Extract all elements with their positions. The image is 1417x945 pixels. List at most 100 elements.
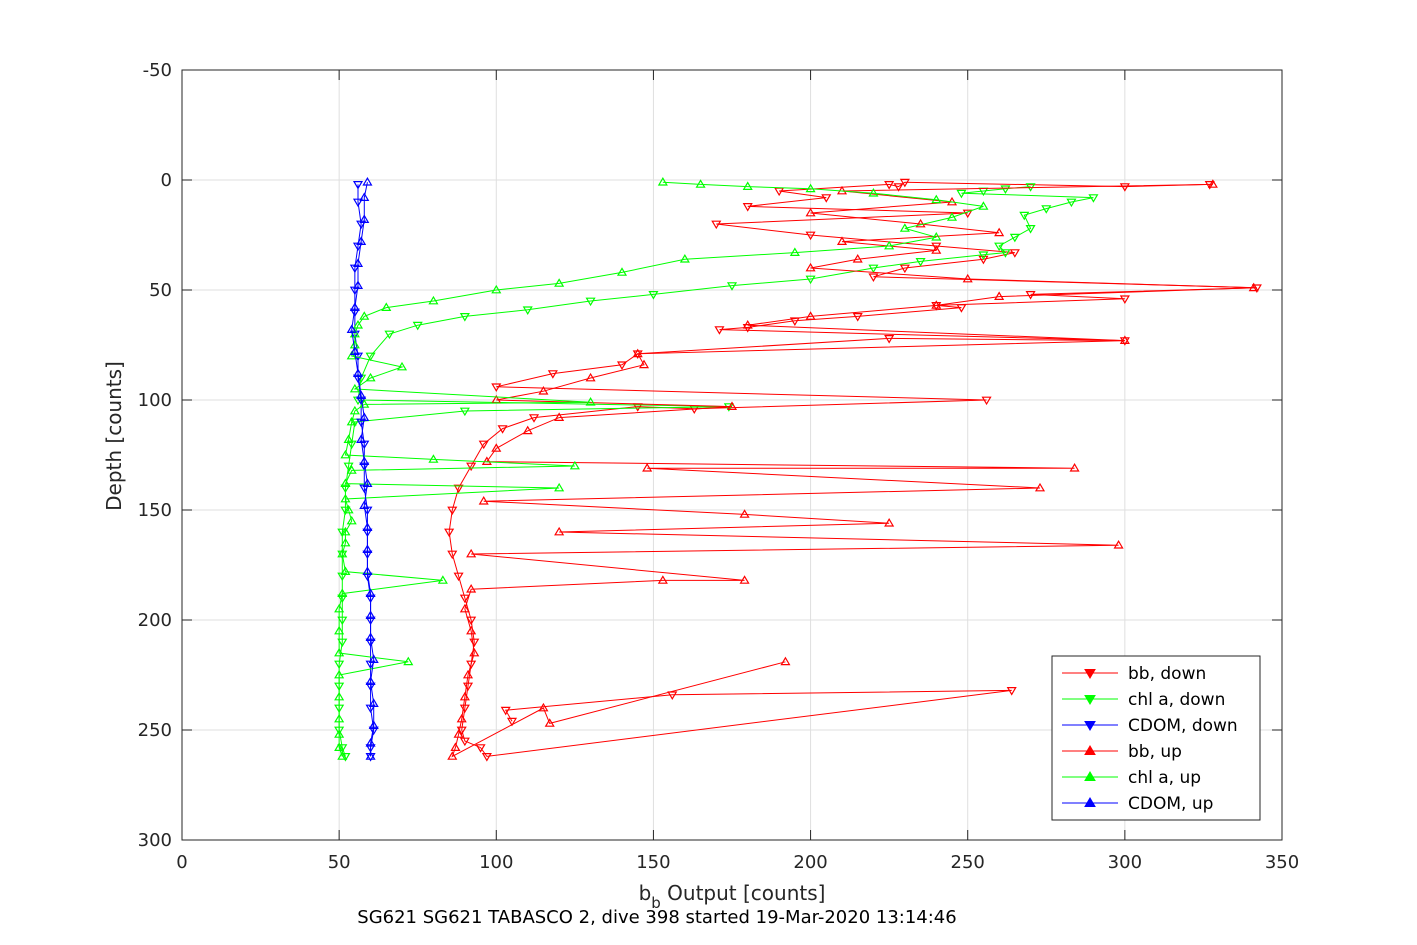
data-point <box>365 352 376 362</box>
data-point <box>931 245 942 254</box>
data-point <box>805 311 816 320</box>
y-tick-label: 300 <box>138 830 172 851</box>
data-point <box>466 660 477 670</box>
data-point <box>362 566 373 575</box>
data-point <box>346 515 357 525</box>
data-point <box>695 179 706 188</box>
data-point <box>384 330 395 340</box>
axes-box <box>181 69 1283 841</box>
data-point <box>356 390 367 399</box>
data-point <box>334 660 345 670</box>
legend-marker <box>1084 771 1096 781</box>
data-point <box>359 192 370 201</box>
data-point <box>365 372 376 382</box>
data-point <box>1006 687 1017 696</box>
data-point <box>899 223 910 232</box>
data-point <box>478 440 489 450</box>
data-point <box>667 691 678 700</box>
data-point <box>362 522 373 531</box>
data-point <box>362 478 373 487</box>
data-point <box>447 506 458 516</box>
data-point <box>343 462 354 472</box>
data-point <box>978 255 989 265</box>
data-point <box>447 751 458 760</box>
data-point <box>349 328 360 338</box>
data-point <box>403 656 414 666</box>
data-point <box>585 297 596 307</box>
data-point <box>352 198 364 208</box>
legend-box <box>1051 655 1261 821</box>
data-point <box>340 484 351 494</box>
data-point <box>884 335 895 344</box>
data-point <box>349 418 360 428</box>
data-point <box>362 177 373 186</box>
data-point <box>657 177 668 186</box>
data-point <box>1248 282 1259 292</box>
data-point <box>915 258 926 267</box>
data-point <box>346 416 357 426</box>
x-tick-label: 350 <box>1265 852 1299 873</box>
data-point <box>365 738 376 747</box>
data-point <box>337 744 348 753</box>
data-point <box>616 267 628 276</box>
data-point <box>466 616 477 626</box>
data-point <box>884 240 895 250</box>
data-point <box>789 317 800 326</box>
data-point <box>459 313 470 322</box>
data-point <box>343 504 354 514</box>
data-point <box>340 526 351 536</box>
data-point <box>459 594 470 604</box>
data-point <box>726 282 738 291</box>
data-point <box>466 625 477 635</box>
data-point <box>1113 540 1124 549</box>
data-point <box>884 518 895 527</box>
data-point <box>365 676 376 685</box>
y-tick-label: 150 <box>138 500 172 521</box>
x-tick-label: 150 <box>636 852 670 873</box>
data-point <box>340 753 351 762</box>
data-point <box>742 203 753 212</box>
data-point <box>1119 183 1130 192</box>
data-point <box>554 412 565 421</box>
data-point <box>547 370 558 379</box>
data-point <box>1000 249 1011 258</box>
ticks: 0 50 100 150 200 250 300 350 -50 0 50 100 150 200 250 3… <box>138 60 1300 873</box>
data-point <box>642 463 653 472</box>
legend-marker <box>1084 721 1096 731</box>
data-point <box>585 372 596 382</box>
series-cdom-up <box>346 177 379 760</box>
data-point <box>334 669 345 679</box>
data-point <box>805 275 816 285</box>
legend-marker <box>1084 745 1096 755</box>
data-point <box>340 493 351 503</box>
data-point <box>459 691 470 701</box>
y-tick-label: 200 <box>138 610 172 631</box>
data-point <box>1000 185 1011 194</box>
data-point <box>368 720 379 729</box>
data-point <box>356 434 367 443</box>
series-line <box>451 183 1254 758</box>
series-chl-a-up <box>334 177 989 760</box>
data-point <box>538 386 549 395</box>
data-point <box>742 320 753 329</box>
x-tick-label: 100 <box>479 852 513 873</box>
data-point <box>437 575 448 584</box>
data-point <box>365 588 376 597</box>
data-point <box>805 262 816 272</box>
data-point <box>334 742 345 751</box>
data-point <box>805 207 816 217</box>
data-point <box>491 383 502 392</box>
data-point <box>506 717 518 727</box>
data-point <box>469 647 480 657</box>
data-point <box>638 359 650 369</box>
data-point <box>632 348 643 358</box>
data-point <box>657 575 668 584</box>
data-point <box>453 572 464 582</box>
data-point <box>359 412 370 421</box>
data-point <box>789 247 800 256</box>
data-point <box>368 698 379 707</box>
data-point <box>334 691 345 701</box>
data-point <box>359 500 370 509</box>
data-point <box>453 484 464 494</box>
y-tick-label: 250 <box>138 720 172 741</box>
